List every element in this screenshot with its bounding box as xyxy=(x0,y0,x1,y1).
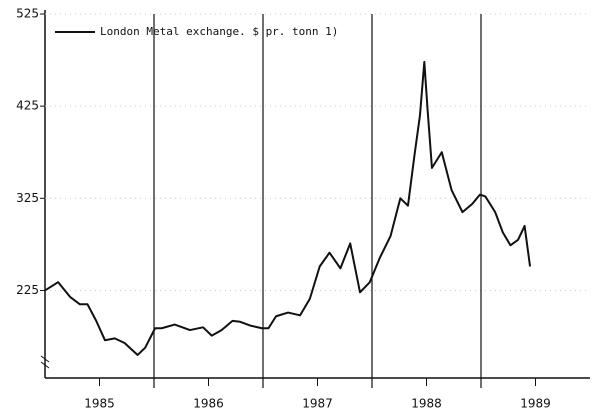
y-tick-label: 325 xyxy=(16,191,39,205)
line-series xyxy=(44,60,532,356)
x-tick-label: 1988 xyxy=(411,397,442,411)
axis-break xyxy=(40,355,50,369)
y-tick-label: 225 xyxy=(16,283,39,297)
legend-label: London Metal exchange. $ pr. tonn 1) xyxy=(100,25,338,38)
x-tick-label: 1989 xyxy=(520,397,551,411)
x-tick-label: 1985 xyxy=(84,397,115,411)
y-tick-label: 525 xyxy=(16,7,39,21)
x-tick-label: 1986 xyxy=(193,397,224,411)
y-tick-label: 425 xyxy=(16,99,39,113)
x-tick-label: 1987 xyxy=(302,397,333,411)
